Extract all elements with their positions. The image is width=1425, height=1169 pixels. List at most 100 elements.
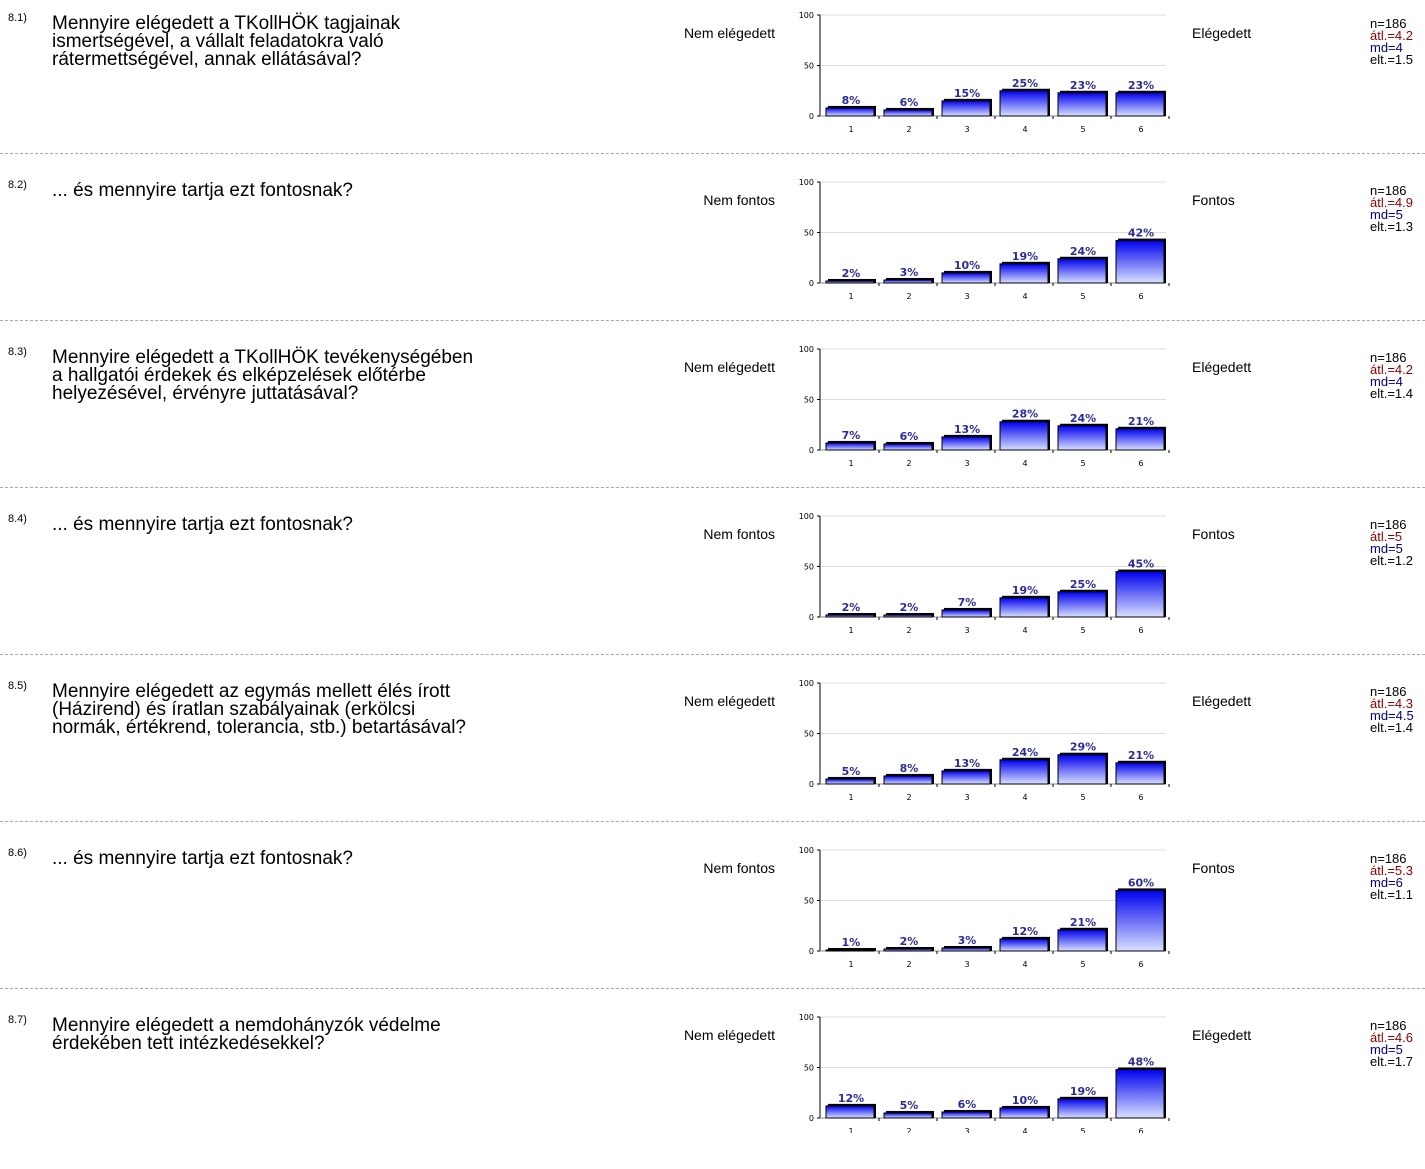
statistics-block: n=186 átl.=4.6 md=5 elt.=1.7 [1370, 1018, 1414, 1069]
y-tick-label: 100 [799, 512, 814, 521]
bar [883, 443, 933, 451]
y-tick-label: 0 [809, 613, 814, 622]
bar [1057, 929, 1107, 952]
bar [883, 1112, 933, 1119]
x-tick-label: 6 [1138, 793, 1143, 802]
stat-average: átl.=4.2 [1370, 362, 1414, 377]
bar-value-label: 2% [842, 601, 861, 614]
y-tick-label: 50 [804, 1064, 814, 1073]
bar [825, 614, 875, 618]
bar [883, 775, 933, 785]
bar-value-label: 10% [1012, 1094, 1038, 1107]
stat-deviation: elt.=1.7 [1370, 1054, 1414, 1069]
bar-value-label: 6% [900, 96, 919, 109]
bar [1057, 591, 1107, 618]
bar-value-label: 10% [954, 259, 980, 272]
bar-value-label: 21% [1128, 415, 1154, 428]
question-block: 8.2) ... és mennyire tartja ezt fontosna… [0, 167, 1425, 334]
bar [941, 100, 991, 117]
bar [825, 442, 875, 451]
bar [1115, 889, 1165, 952]
bar [1115, 428, 1165, 451]
x-tick-label: 4 [1022, 1127, 1027, 1133]
bar [1057, 1098, 1107, 1119]
x-tick-label: 6 [1138, 125, 1143, 134]
x-tick-label: 6 [1138, 292, 1143, 301]
bar [883, 279, 933, 284]
x-tick-label: 1 [848, 960, 853, 969]
x-tick-label: 2 [906, 960, 911, 969]
x-tick-label: 3 [964, 292, 969, 301]
bar [941, 272, 991, 284]
bar-value-label: 24% [1012, 746, 1038, 759]
stat-median: md=6 [1370, 875, 1403, 890]
x-tick-label: 4 [1022, 292, 1027, 301]
bar [941, 436, 991, 451]
question-block: 8.5) Mennyire elégedett az egymás mellet… [0, 668, 1425, 835]
bar-value-label: 60% [1128, 876, 1154, 889]
statistics-block: n=186 átl.=4.9 md=5 elt.=1.3 [1370, 184, 1413, 233]
bar-value-label: 15% [954, 87, 980, 100]
bar-value-label: 8% [842, 94, 861, 107]
bar-value-label: 25% [1070, 578, 1096, 591]
stat-average: átl.=4.2 [1370, 28, 1414, 43]
question-text: Mennyire elégedett a nemdohányzók védelm… [52, 1015, 441, 1054]
question-block: 8.6) ... és mennyire tartja ezt fontosna… [0, 835, 1425, 1002]
stat-average: átl.=4.6 [1370, 1030, 1414, 1045]
y-tick-label: 100 [799, 178, 814, 187]
bar-value-label: 24% [1070, 245, 1096, 258]
bar [825, 1105, 875, 1119]
x-tick-label: 5 [1080, 793, 1085, 802]
x-tick-label: 5 [1080, 1127, 1085, 1133]
x-tick-label: 1 [848, 1127, 853, 1133]
stat-count: n=186 [1370, 1018, 1407, 1033]
bar-value-label: 29% [1070, 741, 1096, 754]
stat-average: átl.=5.3 [1370, 863, 1414, 878]
x-tick-label: 5 [1080, 960, 1085, 969]
x-tick-label: 5 [1080, 125, 1085, 134]
bar-value-label: 13% [954, 757, 980, 770]
scale-min-label: Nem elégedett [683, 1027, 775, 1043]
bar [999, 938, 1049, 952]
section-divider [0, 821, 1425, 822]
bar-value-label: 24% [1070, 412, 1096, 425]
y-tick-label: 0 [809, 947, 814, 956]
stat-deviation: elt.=1.2 [1370, 553, 1414, 568]
question-text: ... és mennyire tartja ezt fontosnak? [52, 514, 353, 535]
section-divider [0, 988, 1425, 989]
x-tick-label: 1 [848, 125, 853, 134]
bar-value-label: 13% [954, 423, 980, 436]
bar [883, 614, 933, 618]
x-tick-label: 3 [964, 626, 969, 635]
bar-value-label: 2% [900, 935, 919, 948]
question-block: 8.1) Mennyire elégedett a TKollHÖK tagja… [0, 0, 1425, 167]
scale-max-label: Elégedett [1192, 693, 1252, 709]
bar-value-label: 7% [958, 596, 977, 609]
bar-value-label: 21% [1128, 749, 1154, 762]
x-tick-label: 2 [906, 1127, 911, 1133]
y-tick-label: 50 [804, 396, 814, 405]
bar-value-label: 19% [1012, 250, 1038, 263]
scale-min-label: Nem fontos [703, 526, 775, 542]
x-tick-label: 4 [1022, 459, 1027, 468]
bar [999, 421, 1049, 451]
section-divider [0, 320, 1425, 321]
bar-value-label: 7% [842, 429, 861, 442]
scale-max-label: Elégedett [1192, 25, 1252, 41]
x-tick-label: 5 [1080, 459, 1085, 468]
x-tick-label: 4 [1022, 960, 1027, 969]
scale-max-label: Fontos [1192, 526, 1235, 542]
y-tick-label: 50 [804, 730, 814, 739]
stat-median: md=5 [1370, 541, 1403, 556]
y-tick-label: 50 [804, 563, 814, 572]
question-block: 8.7) Mennyire elégedett a nemdohányzók v… [0, 1002, 1425, 1169]
stat-average: átl.=4.3 [1370, 696, 1414, 711]
scale-max-label: Elégedett [1192, 1027, 1252, 1043]
y-tick-label: 0 [809, 112, 814, 121]
bar-chart: 0 50 100 8% 1 6% 2 15% 3 25% 4 23% 5 23% 6 [799, 11, 1170, 134]
y-tick-label: 0 [809, 279, 814, 288]
x-tick-label: 1 [848, 626, 853, 635]
statistics-block: n=186 átl.=5.3 md=6 elt.=1.1 [1370, 852, 1414, 901]
bar [1115, 1069, 1165, 1119]
question-number: 8.5) [8, 680, 27, 692]
